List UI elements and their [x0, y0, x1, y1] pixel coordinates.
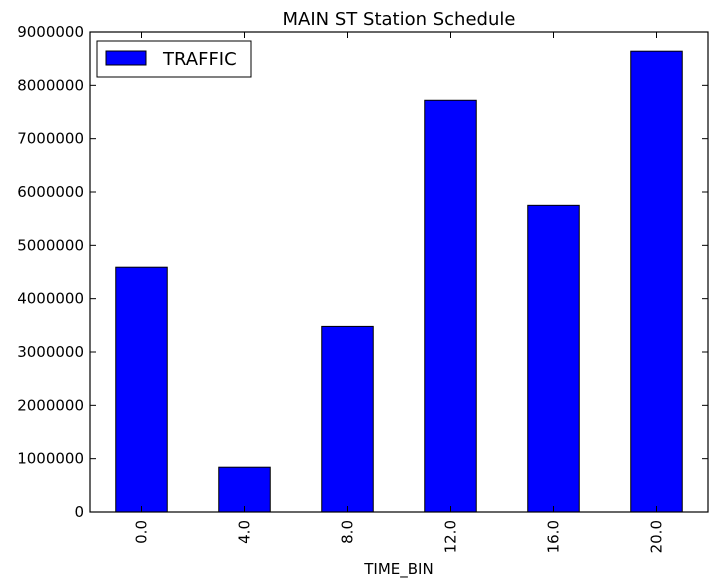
legend: TRAFFIC	[96, 40, 252, 78]
legend-label: TRAFFIC	[162, 49, 237, 70]
y-tick-label: 3000000	[17, 343, 84, 361]
x-tick-label: 8.0	[339, 520, 357, 544]
y-tick-label: 1000000	[17, 450, 84, 468]
chart-title: MAIN ST Station Schedule	[283, 9, 516, 30]
bar-12.0	[424, 99, 477, 513]
bar-8.0	[321, 325, 374, 513]
y-tick-label: 6000000	[17, 183, 84, 201]
y-tick-label: 4000000	[17, 290, 84, 308]
legend-swatch	[105, 50, 147, 66]
y-tick-label: 0	[74, 503, 84, 521]
y-tick-label: 9000000	[17, 23, 84, 41]
y-tick-label: 5000000	[17, 236, 84, 254]
y-tick-label: 8000000	[17, 76, 84, 94]
x-tick-label: 0.0	[133, 520, 151, 544]
y-tick-label: 7000000	[17, 130, 84, 148]
bar-20.0	[630, 50, 683, 513]
bars-layer	[115, 50, 683, 513]
y-axis: 0 1000000 2000000 3000000 4000000 5000000 6000…	[17, 23, 708, 521]
bar-0.0	[115, 266, 168, 513]
x-tick-label: 4.0	[236, 520, 254, 544]
y-tick-label: 2000000	[17, 396, 84, 414]
x-tick-label: 20.0	[648, 520, 666, 553]
plot-frame	[89, 31, 709, 513]
x-tick-label: 12.0	[442, 520, 460, 553]
x-axis-label: TIME_BIN	[363, 560, 433, 579]
bar-4.0	[218, 466, 271, 513]
bar-16.0	[527, 204, 580, 513]
x-tick-label: 16.0	[545, 520, 563, 553]
x-axis: 0.0 4.0 8.0 12.0 16.0 20.0	[133, 32, 666, 553]
